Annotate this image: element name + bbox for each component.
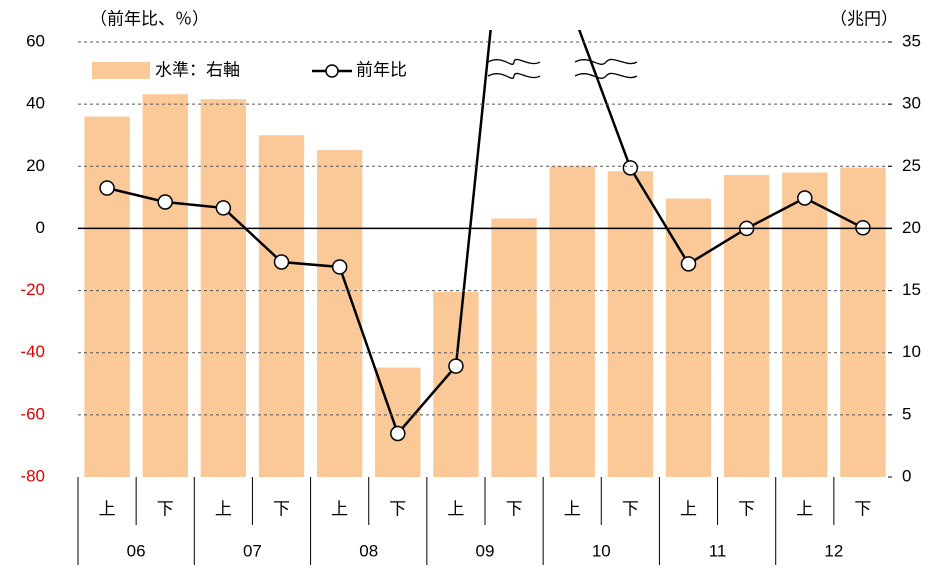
y2-tick-label: 30 — [902, 94, 921, 113]
x-tick-label: 下 — [389, 499, 406, 518]
y2-tick-label: 5 — [902, 404, 911, 423]
y-tick-label: -40 — [20, 342, 45, 361]
line-marker — [797, 190, 813, 206]
legend-marker — [325, 64, 339, 78]
y-tick-label: -20 — [20, 280, 45, 299]
x-tick-label: 上 — [680, 499, 697, 518]
x-tick-label: 上 — [99, 499, 116, 518]
bar — [607, 171, 654, 477]
line-marker — [565, 4, 579, 18]
y-tick-label: -60 — [20, 404, 45, 423]
group-label: 07 — [243, 541, 262, 560]
y2-tick-label: 35 — [902, 31, 921, 50]
y-tick-label: 40 — [26, 94, 45, 113]
bar — [375, 367, 421, 477]
y2-tick-label: 25 — [902, 156, 921, 175]
break-mark — [574, 58, 638, 65]
right-axis-label: （兆円） — [830, 9, 898, 28]
y2-tick-label: 10 — [902, 342, 921, 361]
x-tick-label: 下 — [738, 499, 755, 518]
line — [106, 30, 864, 436]
bar — [142, 94, 188, 477]
break-mark — [487, 72, 541, 79]
line-marker — [622, 160, 639, 176]
bar — [200, 99, 247, 477]
line-marker — [157, 194, 173, 210]
group-label: 11 — [709, 541, 727, 560]
x-tick-label: 上 — [331, 499, 348, 518]
y-tick-label: -80 — [20, 466, 45, 485]
bar — [782, 172, 828, 477]
x-tick-label: 下 — [157, 499, 174, 518]
line-marker — [215, 200, 232, 216]
bar — [840, 167, 886, 477]
x-tick-label: 下 — [854, 499, 871, 518]
legend-label: 前年比 — [356, 60, 407, 79]
x-tick-label: 下 — [506, 499, 523, 518]
x-tick-label: 上 — [564, 499, 581, 518]
x-tick-label: 上 — [796, 499, 813, 518]
legend-swatch — [92, 62, 150, 79]
line-marker — [273, 254, 290, 270]
y-tick-label: 20 — [26, 156, 45, 175]
bar — [258, 135, 305, 477]
break-mark — [487, 58, 541, 65]
y-tick-label: 0 — [36, 218, 45, 237]
group-label: 08 — [359, 541, 378, 560]
y2-tick-label: 20 — [902, 218, 921, 237]
x-tick-label: 下 — [622, 499, 639, 518]
bar — [665, 198, 712, 477]
y2-tick-label: 15 — [902, 280, 921, 299]
y-tick-label: 60 — [26, 31, 45, 50]
y2-tick-label: 0 — [902, 466, 911, 485]
plot-area — [84, 4, 886, 477]
group-label: 09 — [476, 541, 495, 560]
left-axis-label: （前年比、％） — [90, 9, 209, 28]
line-marker — [448, 358, 464, 374]
x-tick-label: 上 — [215, 499, 232, 518]
x-tick-label: 上 — [447, 499, 464, 518]
bar — [84, 116, 130, 477]
group-label: 12 — [824, 541, 843, 560]
bar — [491, 218, 537, 477]
x-tick-label: 下 — [273, 499, 290, 518]
group-label: 06 — [127, 541, 146, 560]
line-marker — [331, 259, 348, 275]
line-marker — [390, 425, 406, 442]
group-label: 10 — [592, 541, 611, 560]
legend-label: 水準：右軸 — [155, 60, 240, 79]
line-marker — [680, 256, 697, 272]
break-mark — [574, 72, 638, 79]
bar — [549, 166, 595, 477]
line-marker — [99, 180, 115, 196]
